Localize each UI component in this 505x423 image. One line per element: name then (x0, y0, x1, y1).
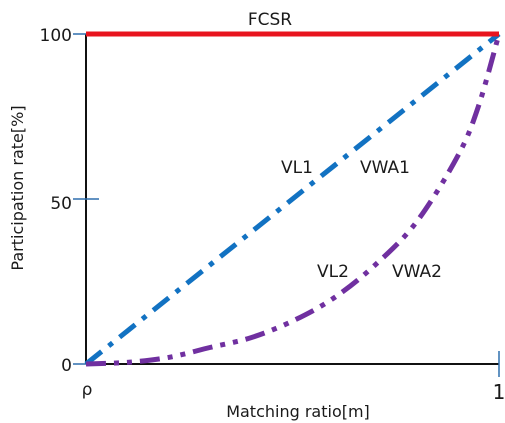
y-tick-label-50: 50 (50, 194, 72, 214)
series-layer (84, 31, 502, 367)
series-label-vl2: VL2 (317, 262, 349, 282)
series-label-vl1: VL1 (281, 158, 313, 178)
labels-layer: FCSR VL1 VWA1 VL2 VWA2 0 50 100 ρ 1 Matc… (8, 10, 505, 421)
series-label-vwa1: VWA1 (360, 158, 410, 178)
series-label-fcsr: FCSR (248, 10, 292, 30)
series-line-vl1-vwa1 (84, 32, 501, 366)
y-tick-label-0: 0 (61, 356, 72, 376)
x-tick-label-one: 1 (493, 380, 505, 404)
x-tick-label-rho: ρ (82, 380, 93, 400)
y-tick-label-100: 100 (40, 26, 72, 46)
series-label-vwa2: VWA2 (392, 262, 442, 282)
x-axis-title: Matching ratio[m] (226, 402, 370, 421)
y-axis-title: Participation rate[%] (8, 105, 27, 270)
